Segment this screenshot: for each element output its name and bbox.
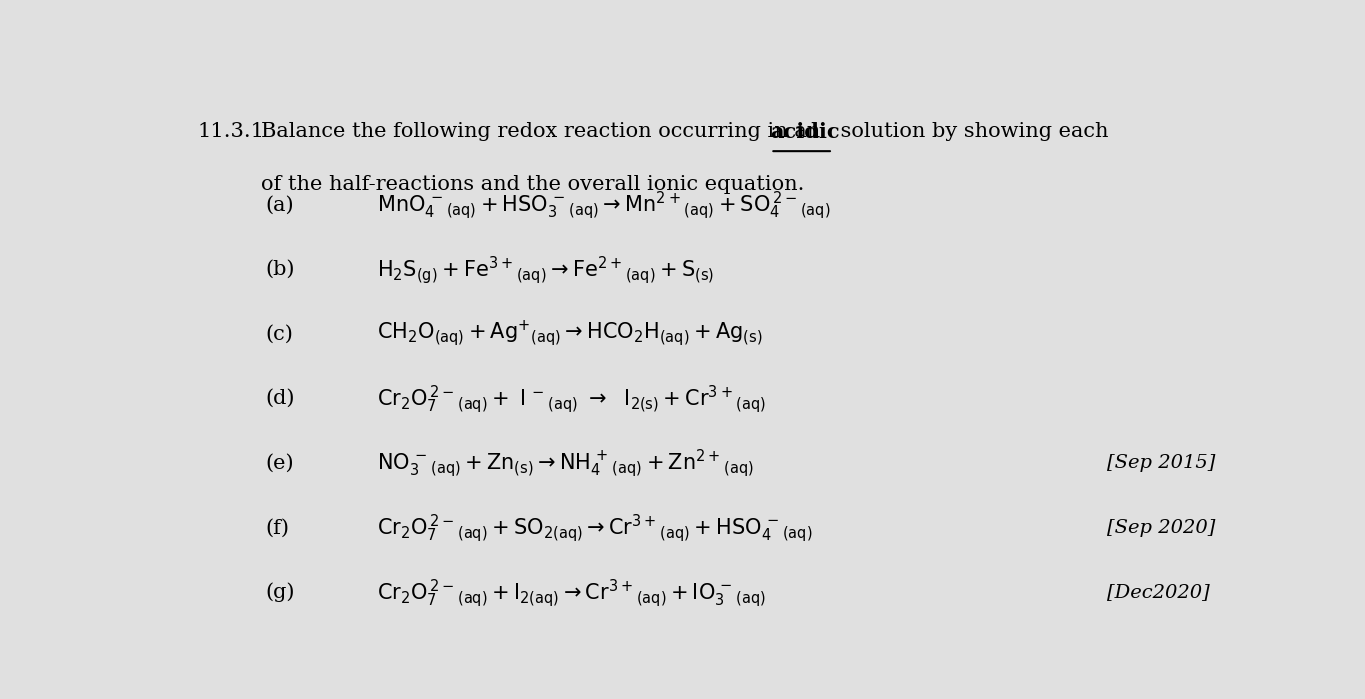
Text: (f): (f) xyxy=(266,519,289,538)
Text: (a): (a) xyxy=(266,196,295,215)
Text: (d): (d) xyxy=(266,389,295,408)
Text: $\mathrm{MnO_4^{\,-}{}_{(aq)} + HSO_3^{\,-}{}_{(aq)} \rightarrow Mn^{2+}{}_{(aq): $\mathrm{MnO_4^{\,-}{}_{(aq)} + HSO_3^{\… xyxy=(377,189,830,221)
Text: $\mathrm{CH_2O_{(aq)} + Ag^{+}{}_{(aq)} {\rightarrow} HCO_2H_{(aq)} + Ag_{(s)}}$: $\mathrm{CH_2O_{(aq)} + Ag^{+}{}_{(aq)} … xyxy=(377,319,763,350)
Text: [Sep 2020]: [Sep 2020] xyxy=(1107,519,1215,537)
Text: Balance the following redox reaction occurring in an: Balance the following redox reaction occ… xyxy=(261,122,826,140)
Text: $\mathrm{H_2S_{(g)} + Fe^{3+}{}_{(aq)} \rightarrow Fe^{2+}{}_{(aq)} + S_{(s)}}$: $\mathrm{H_2S_{(g)} + Fe^{3+}{}_{(aq)} \… xyxy=(377,254,714,286)
Text: (c): (c) xyxy=(266,324,293,344)
Text: $\mathrm{Cr_2O_7^{\,2-}{}_{(aq)} + \ I^{\,-}{}_{(aq)} \ \rightarrow \ \ I_{2(s)}: $\mathrm{Cr_2O_7^{\,2-}{}_{(aq)} + \ I^{… xyxy=(377,383,766,415)
Text: [Dec2020]: [Dec2020] xyxy=(1107,584,1209,602)
Text: [Sep 2015]: [Sep 2015] xyxy=(1107,454,1215,473)
Text: $\mathrm{Cr_2O_7^{\,2-}{}_{(aq)} + SO_{2(aq)} \rightarrow Cr^{3+}{}_{(aq)} + HSO: $\mathrm{Cr_2O_7^{\,2-}{}_{(aq)} + SO_{2… xyxy=(377,512,812,544)
Text: 11.3.1: 11.3.1 xyxy=(197,122,263,140)
Text: $\mathrm{NO_3^{\,-}{}_{(aq)} + Zn_{(s)} \rightarrow NH_4^{\,+}{}_{(aq)} + Zn^{2+: $\mathrm{NO_3^{\,-}{}_{(aq)} + Zn_{(s)} … xyxy=(377,447,753,480)
Text: (e): (e) xyxy=(266,454,295,473)
Text: (b): (b) xyxy=(266,260,295,279)
Text: $\mathrm{Cr_2O_7^{\,2-}{}_{(aq)} + I_{2(aq)} \rightarrow Cr^{3+}{}_{(aq)} + IO_3: $\mathrm{Cr_2O_7^{\,2-}{}_{(aq)} + I_{2(… xyxy=(377,577,766,609)
Text: of the half-reactions and the overall ionic equation.: of the half-reactions and the overall io… xyxy=(261,175,804,194)
Text: (g): (g) xyxy=(266,583,295,603)
Text: acidic: acidic xyxy=(770,122,839,142)
Text: solution by showing each: solution by showing each xyxy=(834,122,1108,140)
